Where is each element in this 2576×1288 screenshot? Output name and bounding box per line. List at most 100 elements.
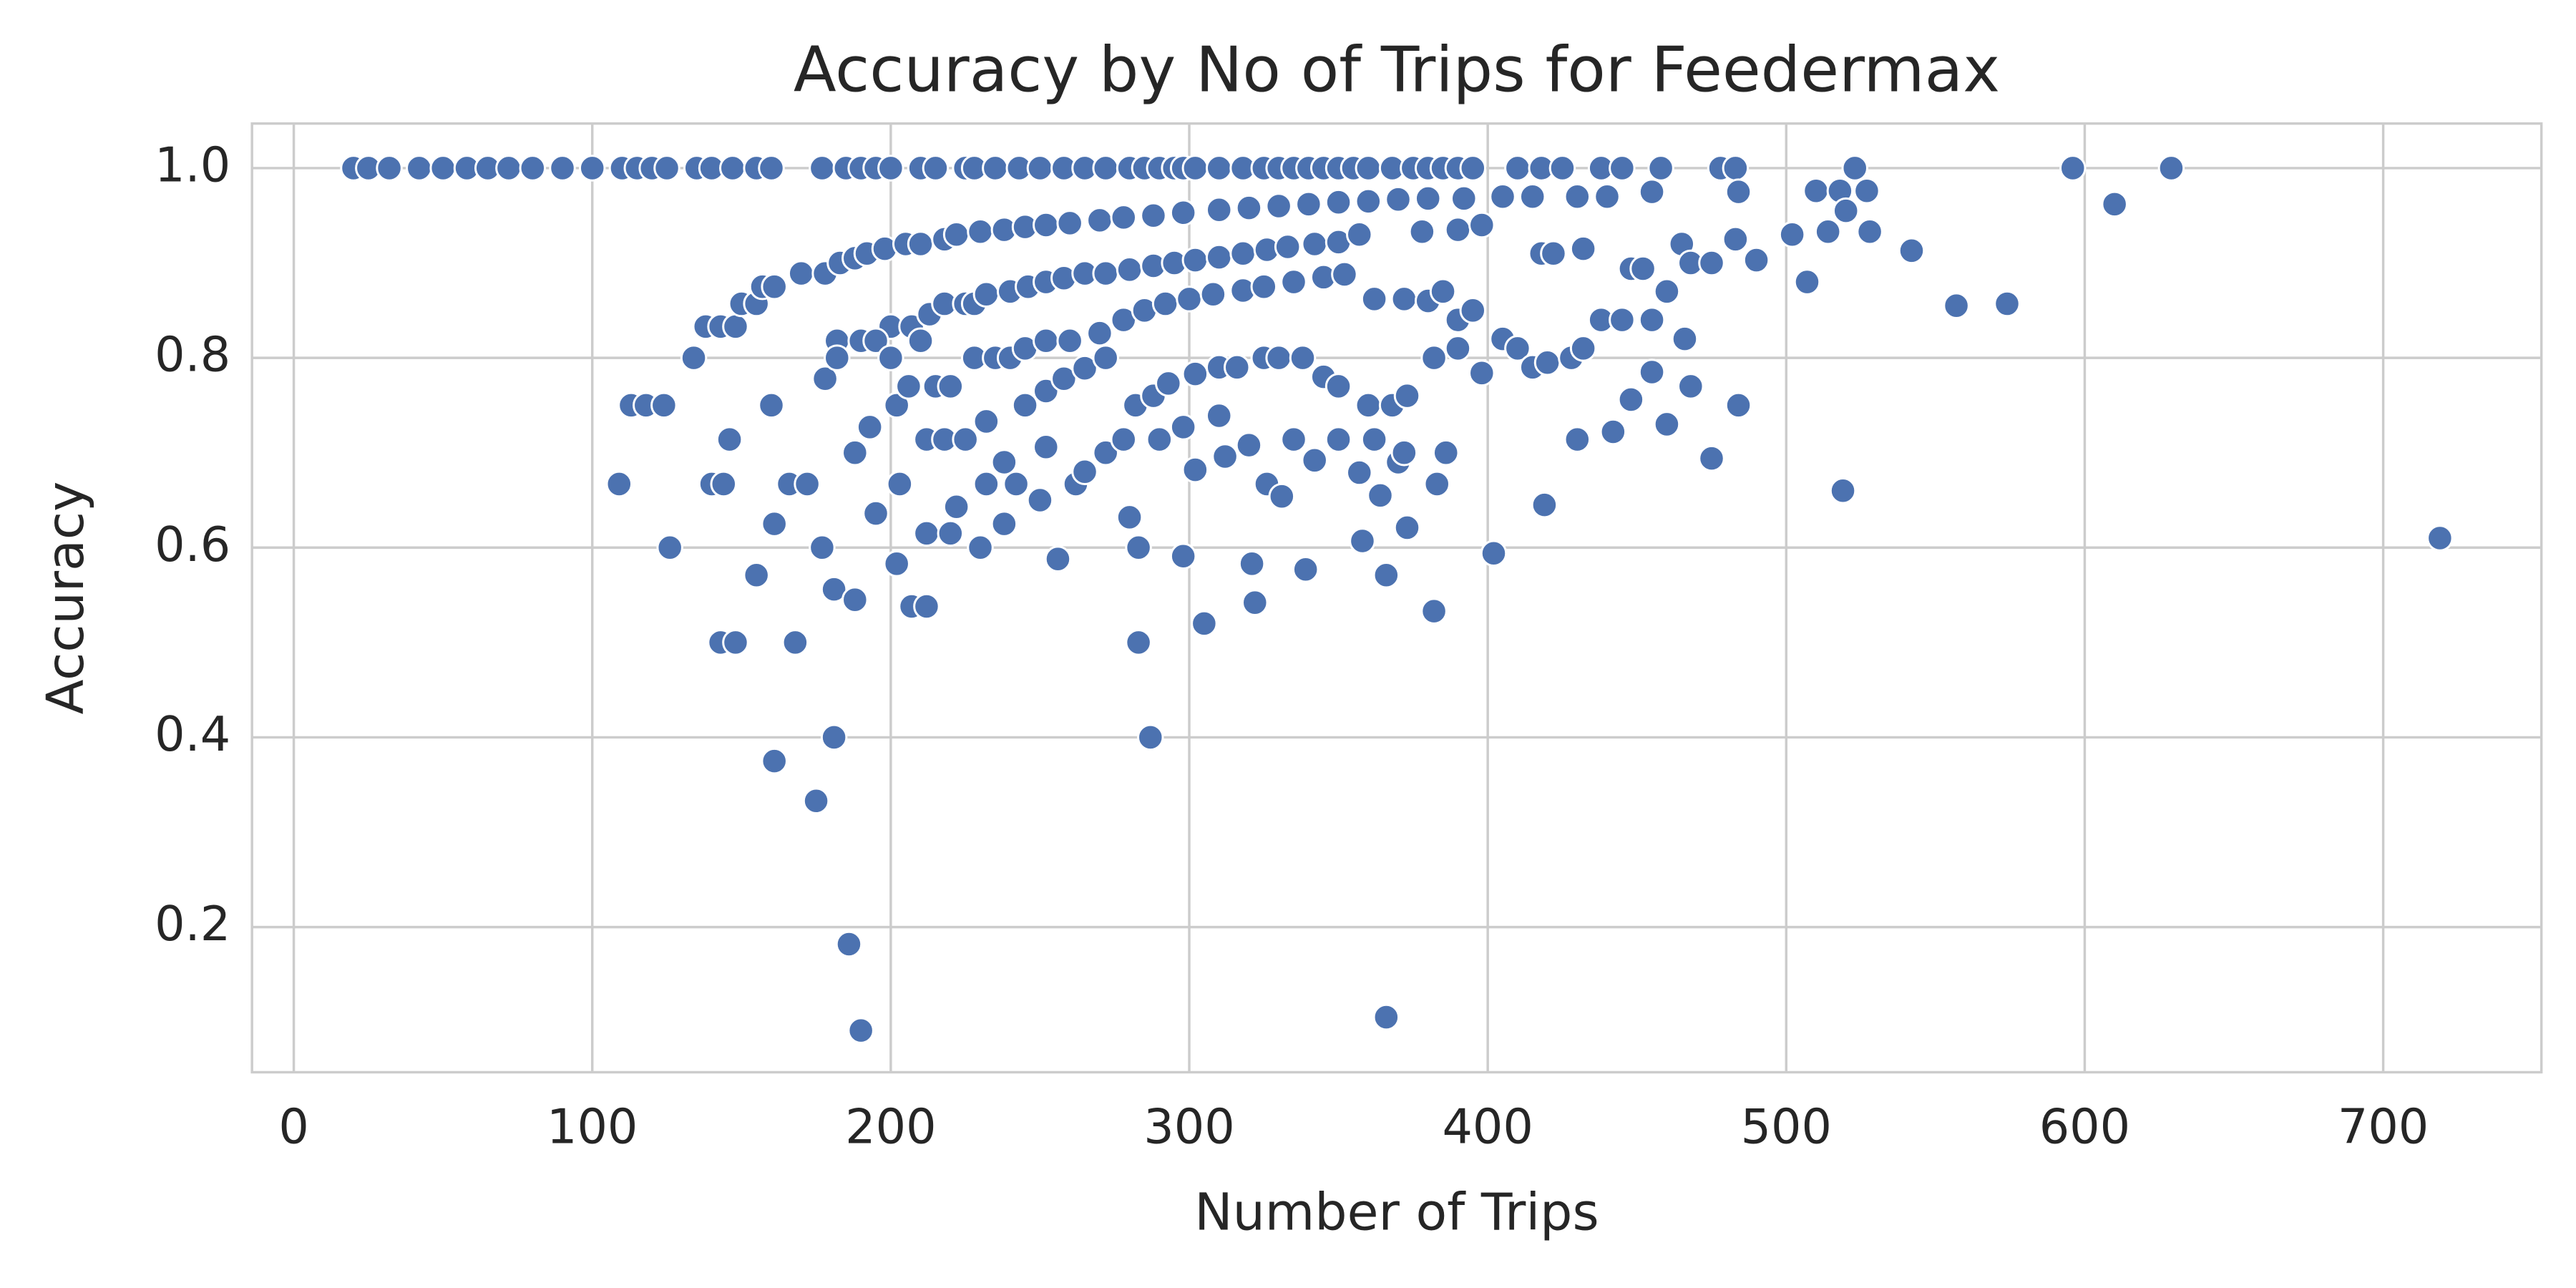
point bbox=[1092, 155, 1119, 182]
point bbox=[1241, 589, 1269, 616]
point bbox=[1468, 211, 1496, 239]
point bbox=[1504, 155, 1531, 182]
point bbox=[1432, 439, 1460, 467]
point bbox=[862, 499, 889, 527]
point bbox=[1140, 202, 1167, 229]
y-tick-label: 0.4 bbox=[155, 706, 230, 762]
point bbox=[1504, 335, 1531, 362]
point bbox=[1698, 444, 1725, 472]
point bbox=[1331, 260, 1358, 288]
point bbox=[1653, 411, 1681, 438]
point bbox=[1609, 306, 1636, 333]
point bbox=[937, 519, 965, 547]
point bbox=[1468, 359, 1496, 387]
point bbox=[1563, 426, 1591, 453]
point bbox=[519, 155, 547, 182]
point bbox=[1360, 286, 1388, 313]
point bbox=[1205, 155, 1233, 182]
point bbox=[1092, 439, 1119, 467]
point bbox=[1778, 220, 1806, 248]
point bbox=[1137, 723, 1164, 751]
point bbox=[862, 327, 889, 355]
point bbox=[1671, 325, 1699, 353]
point bbox=[1372, 1003, 1400, 1031]
point bbox=[1372, 561, 1400, 589]
point bbox=[1155, 370, 1182, 397]
point bbox=[1191, 610, 1218, 638]
point bbox=[1724, 178, 1752, 205]
point bbox=[811, 365, 839, 393]
point bbox=[990, 510, 1018, 537]
point bbox=[787, 260, 815, 287]
point bbox=[1423, 470, 1450, 498]
point bbox=[1802, 177, 1830, 205]
point bbox=[1268, 482, 1296, 510]
point bbox=[1346, 459, 1373, 487]
y-axis-label: Accuracy bbox=[36, 482, 95, 715]
point bbox=[922, 155, 950, 182]
point bbox=[1181, 246, 1209, 274]
point bbox=[794, 470, 821, 498]
point bbox=[1211, 443, 1239, 470]
point bbox=[1092, 344, 1119, 371]
point bbox=[1480, 540, 1508, 567]
point bbox=[1071, 354, 1098, 382]
point bbox=[1110, 426, 1137, 453]
point bbox=[942, 220, 970, 248]
point bbox=[406, 155, 433, 182]
point bbox=[809, 534, 836, 562]
point bbox=[761, 273, 788, 301]
point bbox=[758, 155, 785, 182]
point bbox=[1011, 391, 1039, 419]
point bbox=[847, 1017, 874, 1044]
point bbox=[722, 313, 749, 341]
point bbox=[1390, 439, 1418, 467]
x-tick-label: 0 bbox=[278, 1099, 308, 1155]
point bbox=[719, 155, 746, 182]
point bbox=[1360, 426, 1388, 453]
point bbox=[1638, 178, 1666, 205]
point bbox=[1722, 155, 1750, 182]
point bbox=[883, 391, 910, 419]
point bbox=[376, 155, 403, 182]
point bbox=[1169, 199, 1197, 227]
point bbox=[1594, 182, 1621, 210]
point bbox=[1292, 556, 1319, 583]
point bbox=[758, 391, 785, 419]
point bbox=[656, 534, 683, 562]
point bbox=[907, 230, 935, 258]
point bbox=[1071, 458, 1098, 485]
point bbox=[1385, 185, 1412, 213]
point bbox=[1181, 456, 1209, 484]
point bbox=[710, 470, 738, 498]
point bbox=[1355, 155, 1382, 182]
point bbox=[1414, 185, 1442, 213]
point bbox=[1459, 297, 1487, 324]
point bbox=[1346, 220, 1373, 248]
point bbox=[1324, 373, 1352, 400]
point bbox=[1742, 246, 1770, 274]
y-tick-label: 0.8 bbox=[155, 327, 230, 383]
point bbox=[1289, 344, 1317, 371]
point bbox=[1026, 487, 1054, 514]
point bbox=[1617, 386, 1645, 414]
point bbox=[1238, 550, 1266, 577]
point bbox=[1026, 155, 1054, 182]
point bbox=[1563, 182, 1591, 210]
point bbox=[1280, 268, 1307, 296]
point bbox=[1853, 177, 1880, 205]
point bbox=[2426, 525, 2454, 552]
point bbox=[1898, 237, 1926, 265]
point bbox=[1146, 426, 1174, 453]
x-tick-label: 500 bbox=[1741, 1099, 1832, 1155]
point bbox=[578, 155, 606, 182]
point bbox=[1324, 426, 1352, 453]
point bbox=[761, 747, 788, 775]
point bbox=[1086, 207, 1113, 234]
x-tick-label: 600 bbox=[2039, 1099, 2130, 1155]
y-tick-label: 1.0 bbox=[155, 137, 230, 192]
point bbox=[937, 373, 965, 400]
point bbox=[1116, 256, 1143, 283]
point bbox=[841, 586, 869, 613]
point bbox=[1056, 327, 1083, 355]
